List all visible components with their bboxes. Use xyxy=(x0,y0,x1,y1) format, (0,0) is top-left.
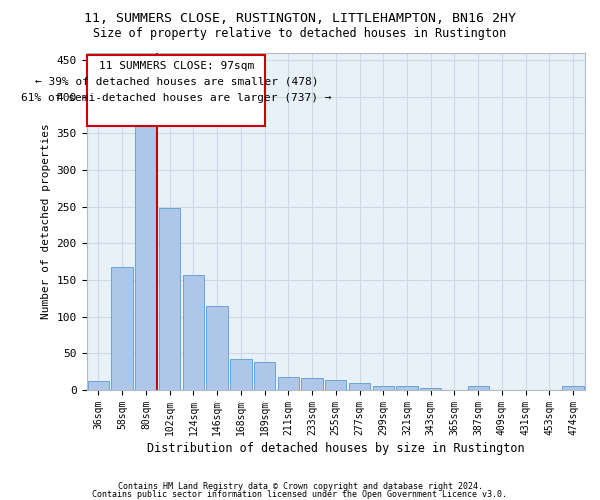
Text: Contains public sector information licensed under the Open Government Licence v3: Contains public sector information licen… xyxy=(92,490,508,499)
Text: ← 39% of detached houses are smaller (478): ← 39% of detached houses are smaller (47… xyxy=(35,76,318,86)
Bar xyxy=(349,384,370,390)
Bar xyxy=(182,275,204,390)
Bar xyxy=(112,267,133,390)
Bar xyxy=(467,386,489,390)
Text: 61% of semi-detached houses are larger (737) →: 61% of semi-detached houses are larger (… xyxy=(21,93,332,103)
Text: 11 SUMMERS CLOSE: 97sqm: 11 SUMMERS CLOSE: 97sqm xyxy=(98,60,254,70)
Bar xyxy=(301,378,323,390)
Bar xyxy=(135,104,157,390)
Bar xyxy=(159,208,181,390)
Bar xyxy=(278,377,299,390)
Bar xyxy=(373,386,394,390)
X-axis label: Distribution of detached houses by size in Rustington: Distribution of detached houses by size … xyxy=(147,442,524,455)
Bar xyxy=(254,362,275,390)
Bar xyxy=(397,386,418,390)
Bar xyxy=(562,386,584,390)
FancyBboxPatch shape xyxy=(87,54,265,126)
Bar xyxy=(88,380,109,390)
Text: Size of property relative to detached houses in Rustington: Size of property relative to detached ho… xyxy=(94,28,506,40)
Bar xyxy=(206,306,228,390)
Bar xyxy=(230,358,251,390)
Bar xyxy=(325,380,346,390)
Text: Contains HM Land Registry data © Crown copyright and database right 2024.: Contains HM Land Registry data © Crown c… xyxy=(118,482,482,491)
Y-axis label: Number of detached properties: Number of detached properties xyxy=(41,124,51,319)
Bar xyxy=(420,388,442,390)
Text: 11, SUMMERS CLOSE, RUSTINGTON, LITTLEHAMPTON, BN16 2HY: 11, SUMMERS CLOSE, RUSTINGTON, LITTLEHAM… xyxy=(84,12,516,26)
